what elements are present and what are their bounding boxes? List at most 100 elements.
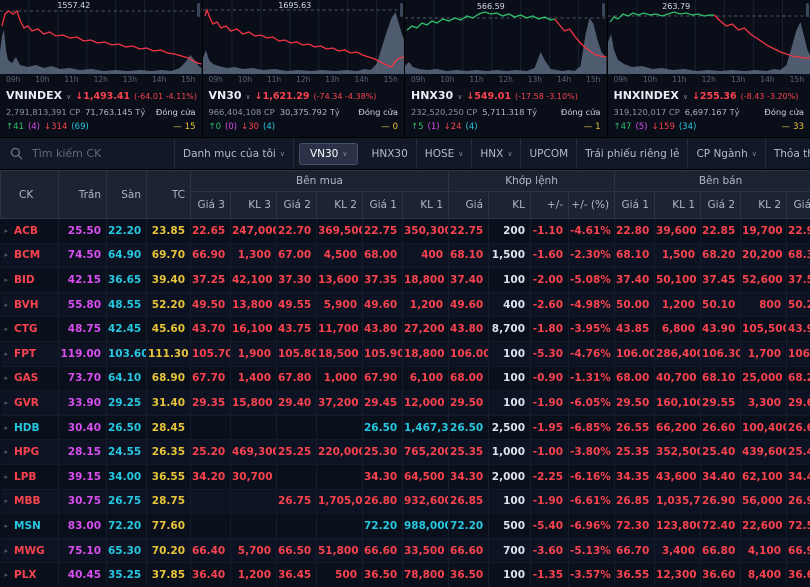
header-ticker[interactable]: CK bbox=[0, 170, 59, 219]
vn30-chart[interactable]: 1695.63 bbox=[202, 0, 405, 74]
chart-scrollbar[interactable] bbox=[399, 3, 403, 17]
ticker-symbol[interactable]: ACB bbox=[14, 224, 38, 237]
header-reference[interactable]: TC bbox=[146, 170, 191, 219]
tab-sector[interactable]: CP Ngành ∨ bbox=[688, 138, 766, 169]
index-line-down bbox=[713, 14, 810, 59]
sub-header-cell[interactable]: Giá 3 bbox=[190, 191, 231, 219]
expand-row-icon[interactable]: ▸ bbox=[4, 374, 9, 383]
expand-row-icon[interactable]: ▸ bbox=[4, 251, 9, 260]
table-row[interactable]: ▸ GVR 33.90 29.25 31.40 29.35 15,800 29.40 37,20… bbox=[0, 390, 810, 416]
expand-row-icon[interactable]: ▸ bbox=[4, 275, 9, 284]
ticker-symbol[interactable]: GVR bbox=[14, 396, 39, 409]
expand-row-icon[interactable]: ▸ bbox=[4, 226, 9, 235]
sub-header-cell[interactable]: Giá bbox=[448, 191, 490, 219]
sub-header-cell[interactable]: +/- (%) bbox=[568, 191, 616, 219]
ticker-symbol[interactable]: GAS bbox=[14, 372, 39, 385]
table-row[interactable]: ▸ BCM 74.50 64.90 69.70 66.90 1,300 67.00 4,500 6… bbox=[0, 243, 810, 269]
expand-row-icon[interactable]: ▸ bbox=[4, 423, 9, 432]
ticker-cell: ▸ FPT bbox=[0, 341, 59, 367]
ticker-symbol[interactable]: HDB bbox=[14, 421, 40, 434]
tab-hnx30[interactable]: HNX30 bbox=[363, 138, 417, 169]
table-row[interactable]: ▸ ACB 25.50 22.20 23.85 22.65 247,000 22.70 369,… bbox=[0, 218, 810, 244]
sub-header-cell[interactable]: KL 1 bbox=[654, 191, 702, 219]
index-name[interactable]: VN30 bbox=[208, 89, 242, 102]
ticker-symbol[interactable]: BVH bbox=[14, 298, 39, 311]
table-row[interactable]: ▸ BVH 55.80 48.55 52.20 49.50 13,800 49.55 5,900… bbox=[0, 292, 810, 318]
chevron-down-icon[interactable]: ∨ bbox=[682, 93, 688, 101]
chevron-down-icon[interactable]: ∨ bbox=[457, 93, 463, 101]
sub-header-cell[interactable]: +/- bbox=[530, 191, 570, 219]
ticker-symbol[interactable]: MBB bbox=[14, 495, 41, 508]
vnindex-chart[interactable]: 1557.42 bbox=[0, 0, 202, 74]
table-row[interactable]: ▸ BID 42.15 36.65 39.40 37.25 42,100 37.30 13,60… bbox=[0, 267, 810, 293]
index-name[interactable]: HNX30 bbox=[411, 89, 454, 102]
tab-hose[interactable]: HOSE ∨ bbox=[417, 138, 473, 169]
price-cell: 26.85 bbox=[448, 489, 490, 515]
table-row[interactable]: ▸HDB30.4026.5028.4526.501,467,30026.502,… bbox=[0, 415, 810, 441]
expand-row-icon[interactable]: ▸ bbox=[4, 349, 9, 358]
sub-header-cell[interactable]: KL bbox=[488, 191, 532, 219]
sub-header-cell[interactable]: Giá 3 bbox=[786, 191, 810, 219]
price-cell: 26.50 bbox=[362, 415, 403, 441]
sub-header-cell[interactable]: Giá 1 bbox=[362, 191, 403, 219]
sub-header-cell[interactable]: Giá 2 bbox=[276, 191, 317, 219]
price-cell: 68.30 bbox=[786, 243, 810, 269]
chevron-down-icon[interactable]: ∨ bbox=[245, 93, 251, 101]
sub-header-cell[interactable]: KL 1 bbox=[401, 191, 450, 219]
tab-upcom[interactable]: UPCOM bbox=[521, 138, 578, 169]
table-row[interactable]: ▸ GAS 73.70 64.10 68.90 67.70 1,400 67.80 1,000 6… bbox=[0, 366, 810, 392]
header-floor[interactable]: Sàn bbox=[106, 170, 147, 219]
expand-row-icon[interactable]: ▸ bbox=[4, 448, 9, 457]
price-cell: 64.10 bbox=[106, 366, 147, 392]
expand-row-icon[interactable]: ▸ bbox=[4, 497, 9, 506]
sub-header-cell[interactable]: Giá 2 bbox=[700, 191, 742, 219]
sub-header-cell[interactable]: Giá 1 bbox=[614, 191, 656, 219]
tab-watchlist[interactable]: Danh mục của tôi ∨ bbox=[175, 138, 294, 169]
ticker-symbol[interactable]: HPG bbox=[14, 446, 40, 459]
table-row[interactable]: ▸ LPB 39.15 34.00 36.55 34.20 30,700 34.30 64,50… bbox=[0, 464, 810, 490]
chevron-down-icon[interactable]: ∨ bbox=[66, 93, 72, 101]
tab-private-bonds[interactable]: Trái phiếu riêng lẻ bbox=[577, 138, 689, 169]
tab-vn30[interactable]: VN30 ∨ bbox=[298, 142, 359, 165]
expand-row-icon[interactable]: ▸ bbox=[4, 398, 9, 407]
table-row[interactable]: ▸ MSN 83.00 72.20 77.60 72.20 988,000 72.20 500-… bbox=[0, 513, 810, 539]
expand-row-icon[interactable]: ▸ bbox=[4, 325, 9, 334]
table-row[interactable]: ▸ FPT 119.00 103.60 111.30 105.70 1,900 105.80 1… bbox=[0, 341, 810, 367]
expand-row-icon[interactable]: ▸ bbox=[4, 521, 9, 530]
ticker-symbol[interactable]: BID bbox=[14, 273, 35, 286]
chart-scrollbar[interactable] bbox=[197, 3, 201, 17]
chart-scrollbar[interactable] bbox=[805, 3, 809, 17]
ticker-symbol[interactable]: LPB bbox=[14, 470, 37, 483]
tab-hnx[interactable]: HNX ∨ bbox=[472, 138, 522, 169]
ticker-symbol[interactable]: CTG bbox=[14, 323, 38, 336]
expand-row-icon[interactable]: ▸ bbox=[4, 571, 9, 580]
hnx30-chart[interactable]: 566.59 bbox=[405, 0, 607, 74]
time-label: 09h bbox=[6, 75, 21, 84]
ticker-symbol[interactable]: MSN bbox=[14, 519, 41, 532]
table-row[interactable]: ▸ HPG 28.15 24.55 26.35 25.20 469,300 25.25 220,… bbox=[0, 439, 810, 465]
price-cell: 6,100 bbox=[402, 366, 450, 392]
table-row[interactable]: ▸ MWG 75.10 65.30 70.20 66.40 5,700 66.50 51,800… bbox=[0, 538, 810, 564]
reference-value-label: 1695.63 bbox=[278, 1, 311, 10]
table-row[interactable]: ▸ PLX 40.45 35.25 37.85 36.40 1,200 36.45 500 36.… bbox=[0, 562, 810, 587]
ticker-symbol[interactable]: PLX bbox=[14, 569, 37, 582]
chart-scrollbar[interactable] bbox=[602, 3, 606, 17]
expand-row-icon[interactable]: ▸ bbox=[4, 472, 9, 481]
index-name[interactable]: VNINDEX bbox=[6, 89, 63, 102]
index-name[interactable]: HNXINDEX bbox=[613, 89, 679, 102]
stock-search[interactable] bbox=[0, 138, 175, 169]
sub-header-cell[interactable]: KL 3 bbox=[230, 191, 277, 219]
table-row[interactable]: ▸ CTG 48.75 42.45 45.60 43.70 16,100 43.75 11,70… bbox=[0, 316, 810, 342]
expand-row-icon[interactable]: ▸ bbox=[4, 546, 9, 555]
sub-header-cell[interactable]: KL 2 bbox=[740, 191, 788, 219]
hnxindex-chart[interactable]: 263.79 bbox=[607, 0, 810, 74]
table-row[interactable]: ▸MBB30.7526.7528.7526.751,705,00026.8093… bbox=[0, 489, 810, 515]
expand-row-icon[interactable]: ▸ bbox=[4, 300, 9, 309]
ticker-symbol[interactable]: MWG bbox=[14, 544, 45, 557]
search-input[interactable] bbox=[30, 146, 164, 161]
ticker-symbol[interactable]: FPT bbox=[14, 347, 37, 360]
sub-header-cell[interactable]: KL 2 bbox=[316, 191, 363, 219]
header-ceiling[interactable]: Trần bbox=[58, 170, 107, 219]
tab-put-through[interactable]: Thỏa thuận bbox=[766, 138, 810, 169]
ticker-symbol[interactable]: BCM bbox=[14, 249, 41, 262]
